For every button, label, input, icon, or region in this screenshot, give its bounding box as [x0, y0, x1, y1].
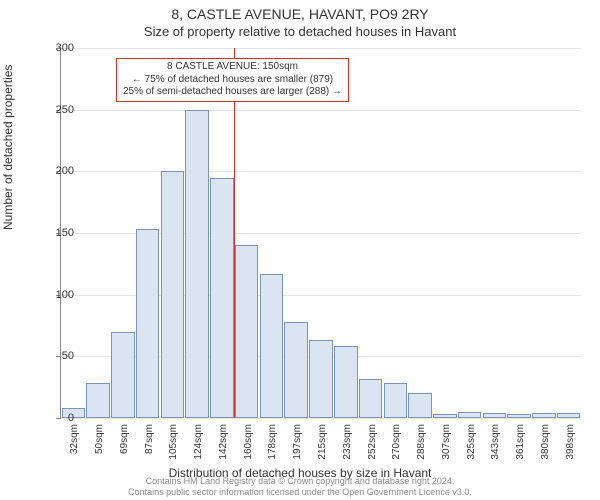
- xtick-label: 325sqm: [466, 424, 477, 468]
- xtick-label: 380sqm: [540, 424, 551, 468]
- bar: [235, 245, 259, 418]
- xtick-label: 343sqm: [490, 424, 501, 468]
- xtick-label: 197sqm: [292, 424, 303, 468]
- bar: [210, 178, 234, 419]
- ytick-label: 250: [44, 104, 74, 116]
- xtick-label: 361sqm: [515, 424, 526, 468]
- footer-line1: Contains HM Land Registry data © Crown c…: [146, 476, 455, 486]
- bar: [86, 383, 110, 418]
- bar: [309, 340, 333, 418]
- annotation-line2: ← 75% of detached houses are smaller (87…: [132, 74, 333, 85]
- ytick-label: 0: [44, 412, 74, 424]
- reference-line: [234, 48, 235, 418]
- bar: [260, 274, 284, 418]
- gridline: [61, 418, 581, 419]
- xtick-label: 270sqm: [391, 424, 402, 468]
- ytick-label: 50: [44, 350, 74, 362]
- xtick-label: 215sqm: [317, 424, 328, 468]
- bar: [161, 171, 185, 418]
- annotation-line3: 25% of semi-detached houses are larger (…: [123, 86, 342, 97]
- xtick-label: 233sqm: [342, 424, 353, 468]
- bar: [111, 332, 135, 418]
- y-axis-label: Number of detached properties: [1, 65, 15, 230]
- bar: [284, 322, 308, 418]
- xtick-label: 69sqm: [119, 424, 130, 468]
- bar: [557, 413, 581, 418]
- bar: [483, 413, 507, 418]
- footer-line2: Contains public sector information licen…: [128, 487, 472, 497]
- ytick-label: 300: [44, 42, 74, 54]
- chart-title: 8, CASTLE AVENUE, HAVANT, PO9 2RY: [0, 6, 600, 22]
- bar: [458, 412, 482, 418]
- xtick-label: 142sqm: [218, 424, 229, 468]
- ytick-label: 100: [44, 289, 74, 301]
- chart-container: 8, CASTLE AVENUE, HAVANT, PO9 2RY Size o…: [0, 0, 600, 500]
- bar: [532, 413, 556, 418]
- bar: [136, 229, 160, 418]
- xtick-label: 50sqm: [94, 424, 105, 468]
- gridline: [61, 48, 581, 49]
- bar: [384, 383, 408, 418]
- gridline: [61, 110, 581, 111]
- bar: [334, 346, 358, 418]
- xtick-label: 87sqm: [144, 424, 155, 468]
- xtick-label: 288sqm: [416, 424, 427, 468]
- annotation-line1: 8 CASTLE AVENUE: 150sqm: [167, 61, 298, 72]
- xtick-label: 178sqm: [267, 424, 278, 468]
- ytick-label: 150: [44, 227, 74, 239]
- xtick-label: 307sqm: [441, 424, 452, 468]
- plot-area: 8 CASTLE AVENUE: 150sqm ← 75% of detached…: [60, 48, 581, 419]
- xtick-label: 105sqm: [168, 424, 179, 468]
- ytick-label: 200: [44, 165, 74, 177]
- gridline: [61, 171, 581, 172]
- bar: [359, 379, 383, 418]
- footer-attribution: Contains HM Land Registry data © Crown c…: [0, 476, 600, 498]
- annotation-box: 8 CASTLE AVENUE: 150sqm ← 75% of detached…: [116, 58, 349, 102]
- xtick-label: 160sqm: [243, 424, 254, 468]
- chart-subtitle: Size of property relative to detached ho…: [0, 24, 600, 39]
- xtick-label: 124sqm: [193, 424, 204, 468]
- xtick-label: 398sqm: [565, 424, 576, 468]
- xtick-label: 32sqm: [69, 424, 80, 468]
- bar: [408, 393, 432, 418]
- bar: [507, 414, 531, 418]
- bar: [433, 414, 457, 418]
- xtick-label: 252sqm: [367, 424, 378, 468]
- bar: [185, 110, 209, 418]
